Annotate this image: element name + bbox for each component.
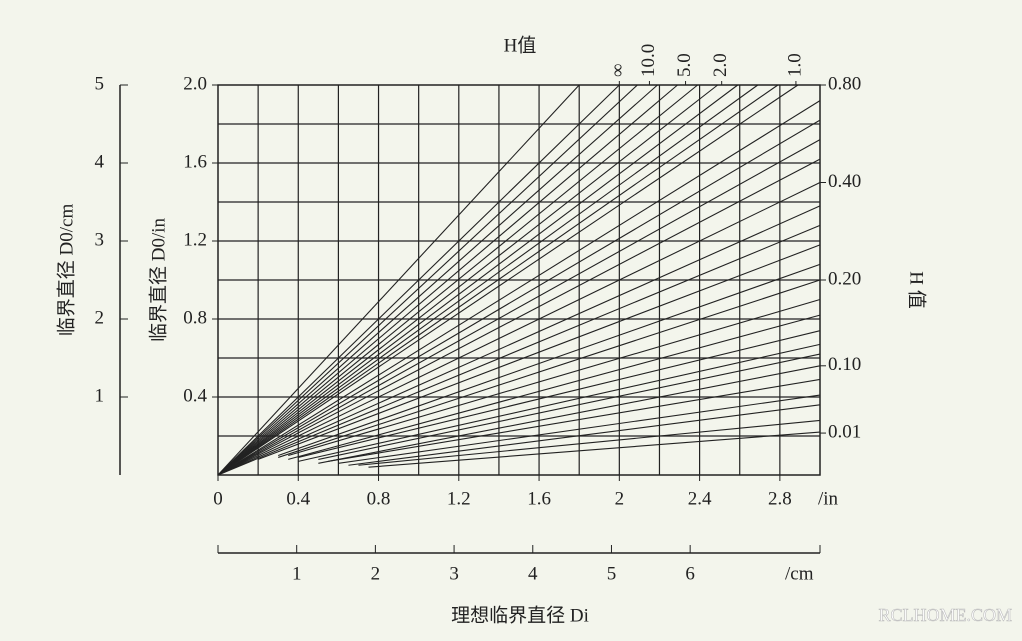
h-line — [217, 139, 821, 476]
h-line — [217, 84, 718, 476]
h-line — [217, 84, 759, 476]
h-line — [217, 84, 698, 476]
h-line — [217, 182, 821, 476]
cm-x-tick-label: 2 — [371, 563, 381, 584]
h-line — [217, 224, 821, 476]
h-line — [217, 100, 821, 476]
h-line — [278, 263, 821, 457]
h-line — [278, 279, 821, 458]
cm-y-tick-label: 3 — [95, 229, 105, 250]
cm-x-tick-label: 3 — [449, 563, 459, 584]
h-line — [338, 394, 821, 464]
cm-x-tick-label: 4 — [528, 563, 538, 584]
x-unit: /in — [818, 488, 839, 509]
h-line — [318, 365, 821, 464]
h-line — [328, 378, 821, 462]
h-line — [217, 84, 678, 476]
cm-y-tick-label: 5 — [95, 73, 105, 94]
h-line — [217, 84, 580, 476]
h-line — [358, 419, 821, 466]
cm-x-tick-label: 1 — [292, 563, 302, 584]
h-line — [288, 314, 821, 460]
cm-y-tick-label: 2 — [95, 307, 105, 328]
chart-title: H值 — [504, 34, 537, 56]
cm-axis-title: 临界直径 D0/cm — [55, 204, 77, 337]
h-line — [217, 84, 658, 476]
x-tick-label: 1.2 — [447, 488, 471, 509]
h-tick-label: 0.01 — [828, 421, 861, 442]
h-tick-label: 0.40 — [828, 171, 861, 192]
h-line — [298, 343, 821, 462]
h-line — [318, 353, 821, 460]
h-axis-title: H 值 — [906, 271, 928, 308]
h-line — [217, 84, 739, 476]
x-tick-label: 0.8 — [367, 488, 391, 509]
h-line — [217, 84, 779, 476]
h-top-tick-label: ∞ — [608, 63, 629, 77]
cm-y-tick-label: 4 — [95, 151, 105, 172]
y-axis-title: 临界直径 D0/in — [147, 217, 169, 342]
y-tick-label: 0.4 — [183, 385, 207, 406]
cm-y-tick-label: 1 — [95, 385, 105, 406]
h-line — [368, 431, 821, 468]
x-tick-label: 2.8 — [768, 488, 792, 509]
h-line — [217, 119, 821, 476]
x-axis-title: 理想临界直径 Di — [451, 604, 589, 626]
h-line — [288, 298, 821, 457]
h-top-tick-label: 1.0 — [784, 53, 805, 77]
h-tick-label: 0.20 — [828, 268, 861, 289]
x-tick-label: 2.4 — [688, 488, 712, 509]
y-tick-label: 0.8 — [183, 307, 207, 328]
h-line — [348, 404, 821, 466]
y-tick-label: 1.2 — [183, 229, 207, 250]
x-tick-label: 0 — [213, 488, 223, 509]
h-line — [217, 205, 821, 476]
h-line — [217, 84, 638, 476]
h-line — [217, 84, 799, 476]
h-tick-label: 0.10 — [828, 354, 861, 375]
h-line — [217, 158, 821, 476]
watermark: RCLHOME.COM — [878, 605, 1012, 625]
h-line — [257, 244, 821, 460]
y-tick-label: 1.6 — [183, 151, 207, 172]
cm-x-tick-label: 6 — [685, 563, 695, 584]
h-top-tick-label: 2.0 — [710, 53, 731, 77]
x-tick-label: 1.6 — [527, 488, 551, 509]
h-line — [217, 84, 620, 476]
x-tick-label: 2 — [615, 488, 625, 509]
h-line — [298, 330, 821, 458]
cm-x-unit: /cm — [785, 563, 814, 584]
x-tick-label: 0.4 — [286, 488, 310, 509]
h-top-tick-label: 10.0 — [638, 44, 659, 77]
h-tick-label: 0.80 — [828, 73, 861, 94]
cm-x-tick-label: 5 — [607, 563, 617, 584]
y-tick-label: 2.0 — [183, 73, 207, 94]
h-top-tick-label: 5.0 — [674, 53, 695, 77]
